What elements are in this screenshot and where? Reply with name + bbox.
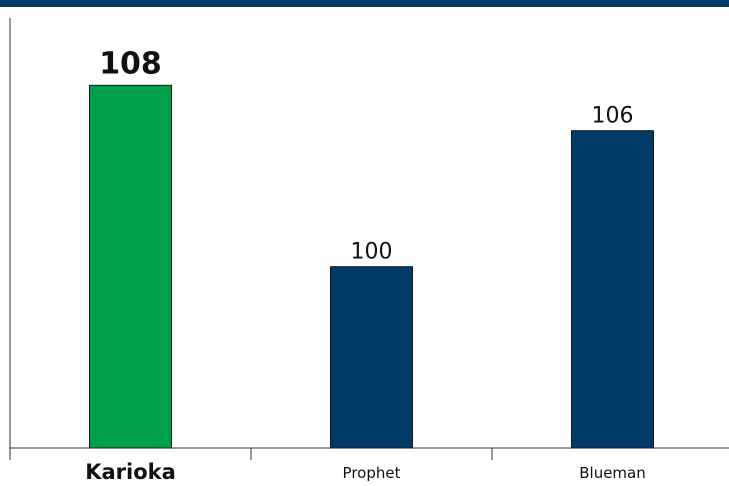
bar-prophet — [330, 266, 413, 449]
header-bar — [0, 0, 729, 7]
tick-label-blueman: Blueman — [579, 464, 646, 482]
bar-blueman — [571, 130, 654, 449]
bar-karioka — [89, 84, 172, 449]
tick-label-prophet: Prophet — [343, 464, 401, 482]
tick-label-karioka: Karioka — [85, 460, 176, 484]
data-label-blueman: 106 — [592, 104, 634, 129]
data-label-karioka: 108 — [99, 46, 162, 81]
data-label-prophet: 100 — [351, 240, 393, 265]
